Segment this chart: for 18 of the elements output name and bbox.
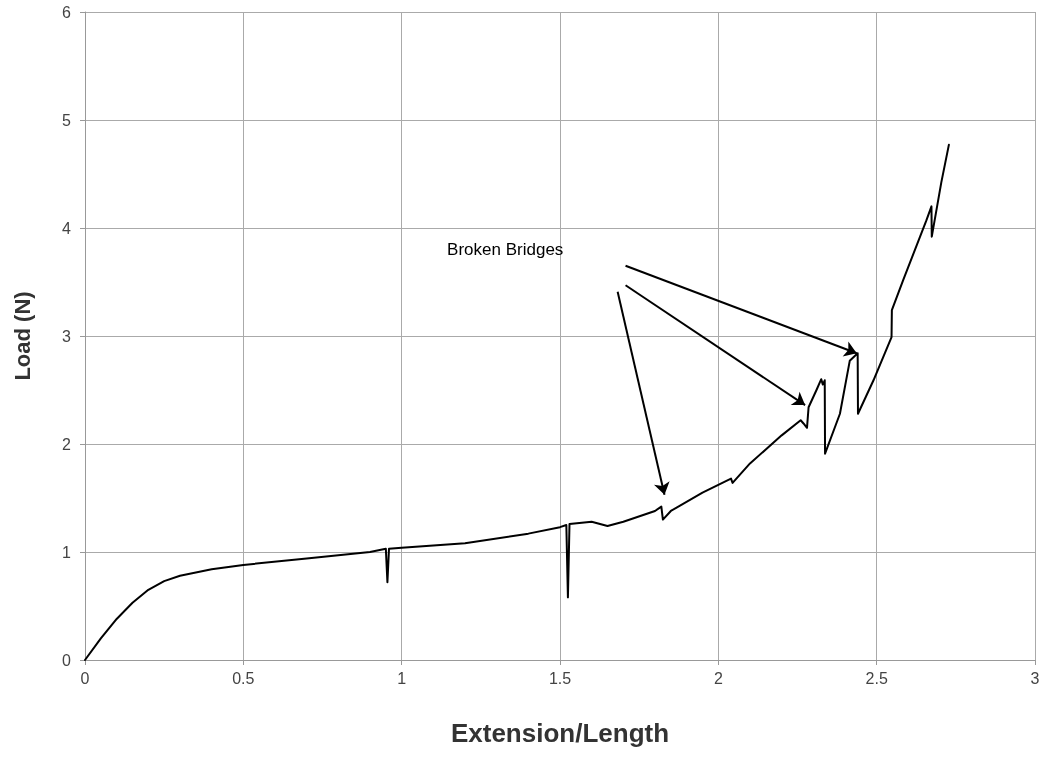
y-tick-label: 0 [62,651,72,669]
x-axis-title: Extension/Length [450,718,670,748]
annotation: Broken Bridges [447,240,564,260]
x-tick-label: 0 [80,669,90,687]
y-tick-label: 4 [62,219,72,237]
x-tick-label: 2 [713,669,723,687]
x-tick-label: 3 [1030,669,1040,687]
x-tick-label: 2.5 [865,669,888,687]
y-tick-label: 2 [62,435,72,453]
y-tick-label: 1 [62,543,72,561]
line-series [84,143,950,661]
y-tick-label: 3 [62,327,72,345]
y-tick-label: 6 [62,3,72,21]
y-axis-title: Load (N) [9,291,35,381]
x-tick-label: 1 [397,669,407,687]
y-tick-label: 5 [62,111,72,129]
x-tick-label: 0.5 [232,669,255,687]
x-tick-label: 1.5 [548,669,572,687]
